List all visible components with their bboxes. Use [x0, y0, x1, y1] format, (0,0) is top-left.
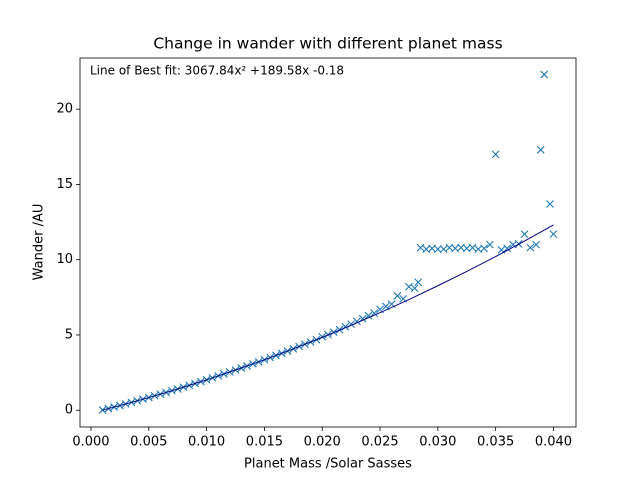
y-tick-label: 0 — [65, 403, 73, 418]
data-point — [503, 244, 512, 253]
x-tick-label: 0.040 — [535, 435, 572, 450]
data-point — [480, 244, 488, 253]
data-point — [485, 240, 494, 249]
data-point — [549, 230, 558, 238]
y-tick-label: 20 — [56, 102, 73, 117]
x-tick-label: 0.000 — [72, 435, 109, 450]
x-tick-label: 0.010 — [188, 435, 225, 450]
y-axis-label: Wander /AU — [32, 204, 47, 281]
chart-title: Change in wander with different planet m… — [153, 35, 502, 53]
data-point — [526, 243, 535, 252]
data-point — [414, 278, 423, 287]
y-tick-label: 5 — [65, 327, 73, 342]
data-point — [540, 70, 549, 79]
data-point — [546, 200, 554, 208]
annotation: Line of Best fit: 3067.84x² +189.58x -0.… — [90, 64, 344, 78]
data-point — [318, 332, 327, 341]
data-point — [433, 245, 442, 254]
data-point — [410, 284, 419, 293]
data-point — [370, 309, 379, 318]
data-point — [439, 245, 448, 254]
x-tick-label: 0.035 — [477, 435, 514, 450]
x-tick-label: 0.030 — [419, 435, 456, 450]
data-point — [98, 406, 107, 414]
x-tick-label: 0.015 — [246, 435, 283, 450]
x-axis-label: Planet Mass /Solar Sasses — [244, 457, 412, 472]
data-point — [468, 243, 477, 252]
y-tick-label: 10 — [56, 252, 73, 267]
data-point — [536, 145, 545, 154]
data-point — [491, 150, 500, 159]
data-point — [416, 243, 425, 252]
data-point — [520, 230, 529, 238]
plot-frame — [79, 57, 577, 428]
data-point — [405, 282, 413, 291]
data-point — [393, 291, 402, 300]
x-tick-label: 0.005 — [130, 435, 167, 450]
y-tick-label: 15 — [56, 177, 73, 192]
x-tick-label: 0.020 — [304, 435, 341, 450]
data-point — [364, 311, 373, 320]
fit-line — [102, 224, 554, 411]
x-tick-label: 0.025 — [361, 435, 398, 450]
data-point — [532, 240, 541, 249]
